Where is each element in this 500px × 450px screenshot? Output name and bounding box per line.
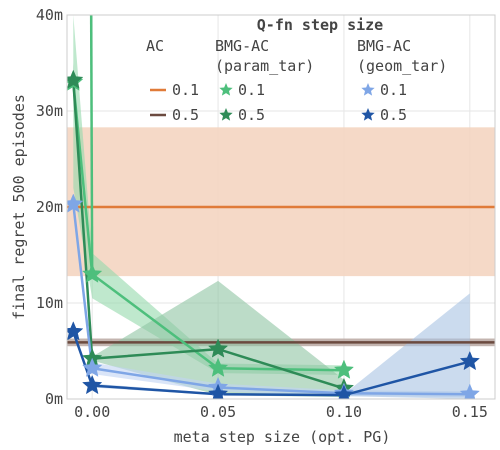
y-tick-label-1: 10m	[36, 294, 63, 312]
marker-bmg-ac-param-tar-0-1-1	[82, 263, 103, 283]
x-axis-label: meta step size (opt. PG)	[174, 428, 391, 446]
band-bmg-ac-geom-tar-0-5	[73, 293, 470, 399]
x-tick-label-1: 0.05	[200, 403, 236, 421]
legend-star-geom-01	[361, 83, 375, 96]
x-axis-ticks: 0.00 0.05 0.10 0.15	[74, 403, 488, 421]
band-bmg-ac-param-tar-0-5	[73, 63, 344, 398]
marker-bmg-ac-geom-tar-0-5-4	[459, 350, 480, 371]
series-markers	[67, 69, 480, 399]
marker-bmg-ac-param-tar-0-1-2	[207, 357, 229, 377]
y-tick-label-3: 30m	[36, 102, 63, 120]
legend-star-markers	[219, 83, 375, 121]
marker-bmg-ac-geom-tar-0-5-0	[67, 321, 84, 341]
baseline-lines	[67, 205, 495, 344]
legend-star-geom-05	[361, 108, 375, 121]
x-tick-label-0: 0.00	[74, 403, 110, 421]
legend-col-param-line1: BMG-AC	[215, 37, 269, 55]
x-tick-label-3: 0.15	[452, 403, 488, 421]
y-axis-label: final regret 500 episodes	[10, 94, 28, 320]
legend-star-param-05	[219, 108, 233, 121]
y-tick-label-2: 20m	[36, 198, 63, 216]
legend-col-param-line2: (param_tar)	[215, 57, 314, 75]
marker-bmg-ac-param-tar-0-5-0	[67, 69, 84, 89]
x-tick-label-2: 0.10	[326, 403, 362, 421]
marker-bmg-ac-geom-tar-0-1-1	[82, 357, 103, 377]
legend-star-param-01	[219, 83, 233, 96]
legend-label-ac-05: 0.5	[172, 106, 199, 124]
y-axis-ticks: 0m 10m 20m 30m 40m	[36, 6, 63, 408]
band-ac-0-1	[67, 127, 495, 277]
legend-label-ac-01: 0.1	[172, 81, 199, 99]
plot-frame	[66, 14, 496, 400]
marker-bmg-ac-geom-tar-0-1-0	[67, 193, 84, 213]
confidence-bands	[67, 15, 495, 399]
legend-label-param-01: 0.1	[238, 81, 265, 99]
legend: Q-fn step size AC BMG-AC (param_tar) BMG…	[146, 16, 447, 124]
y-tick-label-4: 40m	[36, 6, 63, 24]
marker-bmg-ac-param-tar-0-5-2	[207, 338, 229, 358]
line-param-tar-01-spike	[89, 15, 94, 275]
legend-label-geom-05: 0.5	[380, 106, 407, 124]
legend-label-geom-01: 0.1	[380, 81, 407, 99]
legend-label-param-05: 0.5	[238, 106, 265, 124]
legend-title: Q-fn step size	[257, 16, 383, 34]
marker-bmg-ac-geom-tar-0-5-3	[333, 384, 355, 399]
marker-bmg-ac-param-tar-0-1-3	[333, 359, 355, 379]
legend-col-ac: AC	[146, 37, 164, 55]
legend-col-geom-line2: (geom_tar)	[357, 57, 447, 75]
marker-bmg-ac-geom-tar-0-5-1	[82, 374, 103, 395]
y-tick-label-0: 0m	[45, 390, 63, 408]
line-bmg-ac-param-tar-0-5	[72, 80, 345, 390]
legend-col-geom-line1: BMG-AC	[357, 37, 411, 55]
